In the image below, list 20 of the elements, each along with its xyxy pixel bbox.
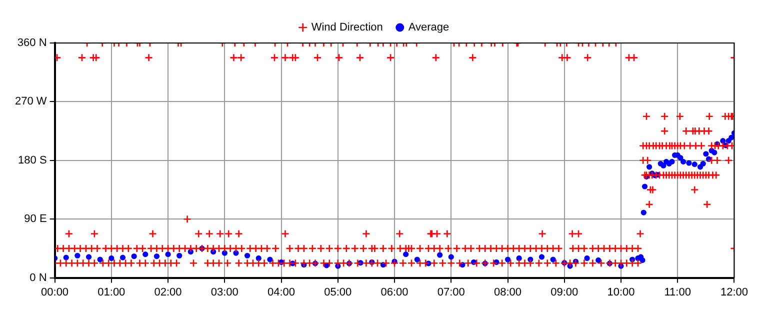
x-tick-label: 01:00 [98,286,126,298]
legend-label: Wind Direction [311,22,383,34]
y-tick-label: 180 S [18,154,47,166]
x-tick-label: 09:00 [550,286,578,298]
x-tick-label: 12:00 [720,286,748,298]
legend-label: Average [408,22,450,34]
y-tick-label: 270 W [14,96,48,108]
x-tick-label: 11:00 [664,286,691,298]
y-tick-label: 90 E [24,213,47,226]
x-tick-label: 06:00 [380,286,408,298]
y-tick-label: 0 N [30,272,47,284]
x-tick-label: 04:00 [268,286,296,298]
x-tick-label: 07:00 [437,286,465,298]
x-tick-label: 02:00 [154,286,182,298]
x-tick-label: 08:00 [494,286,522,298]
x-tick-label: 10:00 [607,286,635,298]
y-tick-label: 360 N [17,37,47,50]
x-tick-label: 05:00 [324,286,352,298]
x-tick-label: 00:00 [41,286,69,298]
x-tick-label: 03:00 [210,286,238,298]
